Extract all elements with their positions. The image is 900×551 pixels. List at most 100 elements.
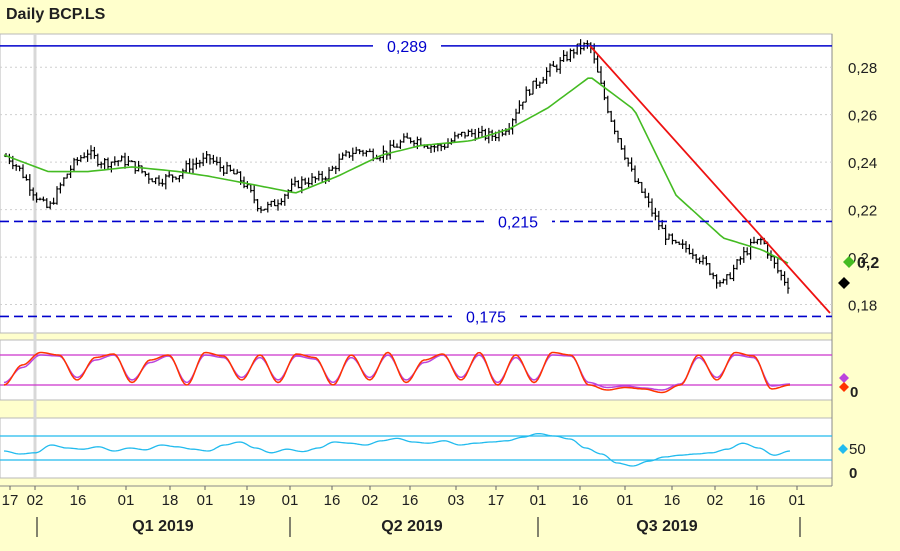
- price-bar: [531, 80, 535, 95]
- price-bar: [715, 274, 719, 289]
- price-bar: [113, 156, 117, 166]
- price-bar: [368, 148, 372, 153]
- price-bar: [623, 145, 627, 161]
- price-bar: [171, 174, 175, 183]
- price-bar: [65, 173, 69, 179]
- price-bar: [439, 143, 443, 152]
- price-bar: [779, 269, 783, 281]
- ma-value-marker: [843, 256, 855, 268]
- price-bar: [82, 152, 86, 159]
- price-panel: [0, 33, 833, 334]
- price-bar: [184, 160, 188, 174]
- price-bar: [55, 186, 59, 205]
- price-bar: [599, 66, 603, 84]
- x-day-label: 19: [239, 492, 256, 509]
- x-day-label: 16: [572, 492, 589, 509]
- price-bar: [147, 172, 151, 184]
- price-bar: [143, 171, 147, 177]
- price-bar: [259, 206, 263, 214]
- price-bar: [517, 100, 521, 114]
- x-day-label: 02: [27, 492, 44, 509]
- price-bar: [735, 259, 739, 270]
- price-bar: [18, 165, 22, 172]
- level-label-bg: [484, 210, 552, 231]
- price-bar: [636, 178, 640, 184]
- x-day-label: 02: [362, 492, 379, 509]
- oscillator-y-tick-label: 0: [849, 465, 857, 482]
- price-bar: [681, 239, 685, 249]
- price-bar: [344, 150, 348, 157]
- price-bar: [395, 143, 399, 148]
- price-bar: [191, 158, 195, 174]
- price-bar: [704, 256, 708, 266]
- price-bar: [602, 80, 606, 101]
- price-bar: [429, 144, 433, 153]
- x-day-label: 18: [162, 492, 179, 509]
- price-bar: [235, 169, 239, 175]
- price-bar: [548, 63, 552, 77]
- price-bar: [749, 238, 753, 260]
- x-day-label: 03: [448, 492, 465, 509]
- price-bar: [351, 147, 355, 161]
- level-label: 0,289: [387, 39, 427, 56]
- price-bar: [21, 164, 25, 179]
- price-bar: [86, 149, 90, 162]
- price-bar: [460, 131, 464, 137]
- price-bar: [205, 151, 209, 164]
- price-bar: [640, 181, 644, 193]
- price-bars: [4, 39, 790, 294]
- price-y-tick-label: 0,22: [848, 203, 877, 220]
- price-bar: [334, 165, 338, 175]
- price-bar: [732, 264, 736, 282]
- price-bar: [606, 95, 610, 114]
- level-label-bg: [373, 34, 441, 55]
- price-bar: [45, 198, 49, 209]
- price-bar: [358, 149, 362, 155]
- price-bar: [364, 150, 368, 157]
- price-bar: [341, 152, 345, 160]
- price-bar: [99, 161, 103, 169]
- price-bar: [667, 233, 671, 240]
- price-bar: [616, 130, 620, 143]
- price-y-tick-label: 0,26: [848, 108, 877, 125]
- resistance-trendline: [589, 45, 831, 314]
- price-bar: [330, 165, 334, 171]
- x-day-label: 01: [789, 492, 806, 509]
- price-bar: [490, 129, 494, 142]
- price-bar: [218, 157, 222, 172]
- stochastic-fast-line: [3, 351, 791, 394]
- price-bar: [647, 192, 651, 208]
- price-bar: [585, 40, 589, 49]
- price-bar: [562, 50, 566, 62]
- price-bar: [320, 171, 324, 183]
- price-bar: [684, 241, 688, 253]
- x-day-label: 16: [70, 492, 87, 509]
- price-bar: [52, 197, 56, 205]
- price-bar: [211, 154, 215, 164]
- price-bar: [630, 157, 634, 172]
- price-bar: [555, 64, 559, 73]
- price-bar: [157, 175, 161, 186]
- price-bar: [609, 110, 613, 123]
- oscillator-panel: [0, 417, 833, 479]
- price-bar: [154, 177, 158, 185]
- price-bar: [283, 193, 287, 206]
- price-bar: [269, 200, 273, 207]
- x-day-label: 16: [749, 492, 766, 509]
- x-day-label: 01: [197, 492, 214, 509]
- price-bar: [347, 151, 351, 159]
- price-bar: [92, 146, 96, 159]
- price-bar: [194, 157, 198, 170]
- price-bar: [711, 272, 715, 280]
- price-bar: [48, 201, 52, 210]
- last-price-label: 0,2: [857, 255, 879, 272]
- price-bar: [167, 171, 171, 178]
- price-bar: [483, 128, 487, 141]
- price-bar: [721, 278, 725, 284]
- x-day-label: 16: [324, 492, 341, 509]
- price-bar: [116, 160, 120, 167]
- price-bar: [225, 161, 229, 175]
- price-bar: [109, 161, 113, 173]
- price-bar: [279, 198, 283, 206]
- price-y-tick-label: 0,24: [848, 155, 877, 172]
